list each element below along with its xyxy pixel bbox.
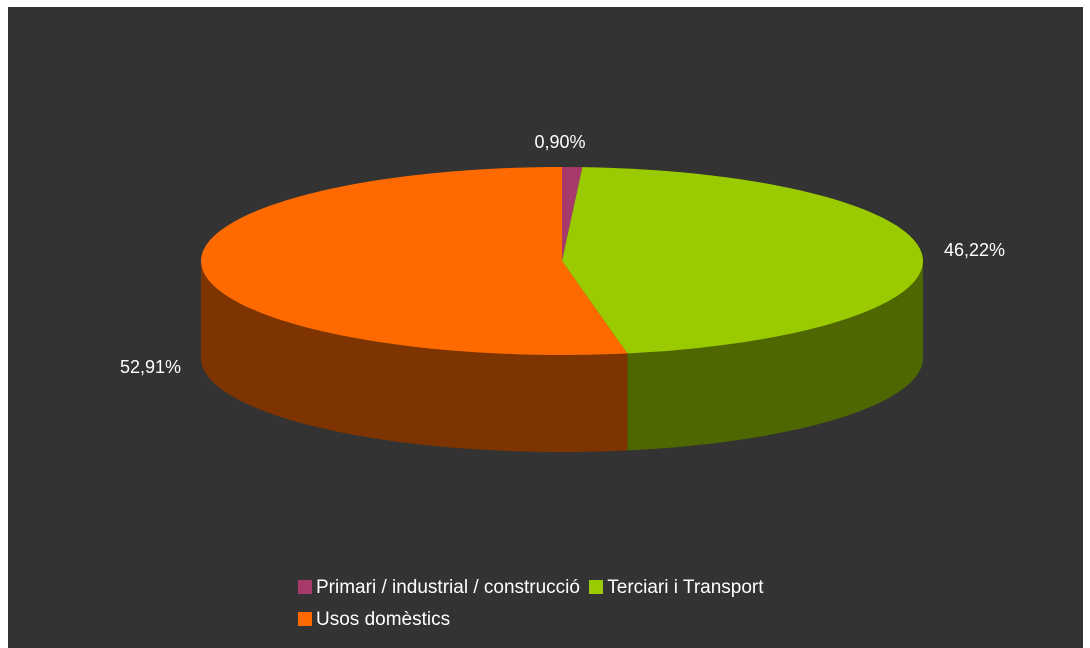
legend-item-primari: Primari / industrial / construcció xyxy=(298,575,580,601)
chart-panel: 0,90% 46,22% 52,91% Primari / industrial /… xyxy=(8,7,1083,648)
legend-label-usos: Usos domèstics xyxy=(316,609,451,630)
legend: Primari / industrial / construcció Terci… xyxy=(298,575,768,639)
pie-top xyxy=(201,167,923,355)
pie-side-walls xyxy=(201,261,923,452)
data-label-primari-industrial-construccio: 0,90% xyxy=(534,132,585,152)
legend-swatch-primari xyxy=(298,580,312,594)
pie-slice-terciari-i-transport xyxy=(562,167,923,354)
legend-item-terciari: Terciari i Transport xyxy=(589,575,764,601)
legend-swatch-usos xyxy=(298,612,312,626)
pie-slice-primari-industrial-construccio xyxy=(562,167,583,261)
data-label-usos-dome-stics: 52,91% xyxy=(120,357,181,377)
legend-label-primari: Primari / industrial / construcció xyxy=(316,577,580,598)
legend-row-2: Usos domèstics xyxy=(298,607,768,639)
pie-side-terciari-i-transport xyxy=(627,261,923,451)
pie-side-usos-dome-stics xyxy=(201,261,628,452)
pie-chart: 0,90% 46,22% 52,91% xyxy=(120,132,1005,452)
pie-slice-usos-dome-stics xyxy=(201,167,628,355)
legend-label-terciari: Terciari i Transport xyxy=(607,577,764,598)
legend-item-usos: Usos domèstics xyxy=(298,607,450,633)
legend-swatch-terciari xyxy=(589,580,604,594)
data-label-terciari-i-transport: 46,22% xyxy=(944,240,1005,260)
legend-row-1: Primari / industrial / construcció Terci… xyxy=(298,575,768,607)
